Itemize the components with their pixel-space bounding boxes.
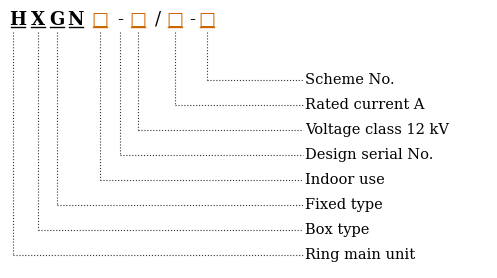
- Text: Ring main unit: Ring main unit: [305, 248, 415, 262]
- Text: Fixed type: Fixed type: [305, 198, 383, 212]
- Text: Design serial No.: Design serial No.: [305, 148, 433, 162]
- Text: -: -: [117, 11, 123, 29]
- Text: □: □: [166, 11, 183, 29]
- Text: X: X: [31, 11, 45, 29]
- Text: Voltage class 12 kV: Voltage class 12 kV: [305, 123, 449, 137]
- Text: N: N: [68, 11, 84, 29]
- Text: Box type: Box type: [305, 223, 369, 237]
- Text: □: □: [198, 11, 216, 29]
- Text: -: -: [189, 11, 195, 29]
- Text: Rated current A: Rated current A: [305, 98, 424, 112]
- Text: □: □: [91, 11, 108, 29]
- Text: H: H: [9, 11, 26, 29]
- Text: Scheme No.: Scheme No.: [305, 73, 395, 87]
- Text: /: /: [155, 11, 161, 29]
- Text: □: □: [130, 11, 147, 29]
- Text: G: G: [49, 11, 65, 29]
- Text: Indoor use: Indoor use: [305, 173, 385, 187]
